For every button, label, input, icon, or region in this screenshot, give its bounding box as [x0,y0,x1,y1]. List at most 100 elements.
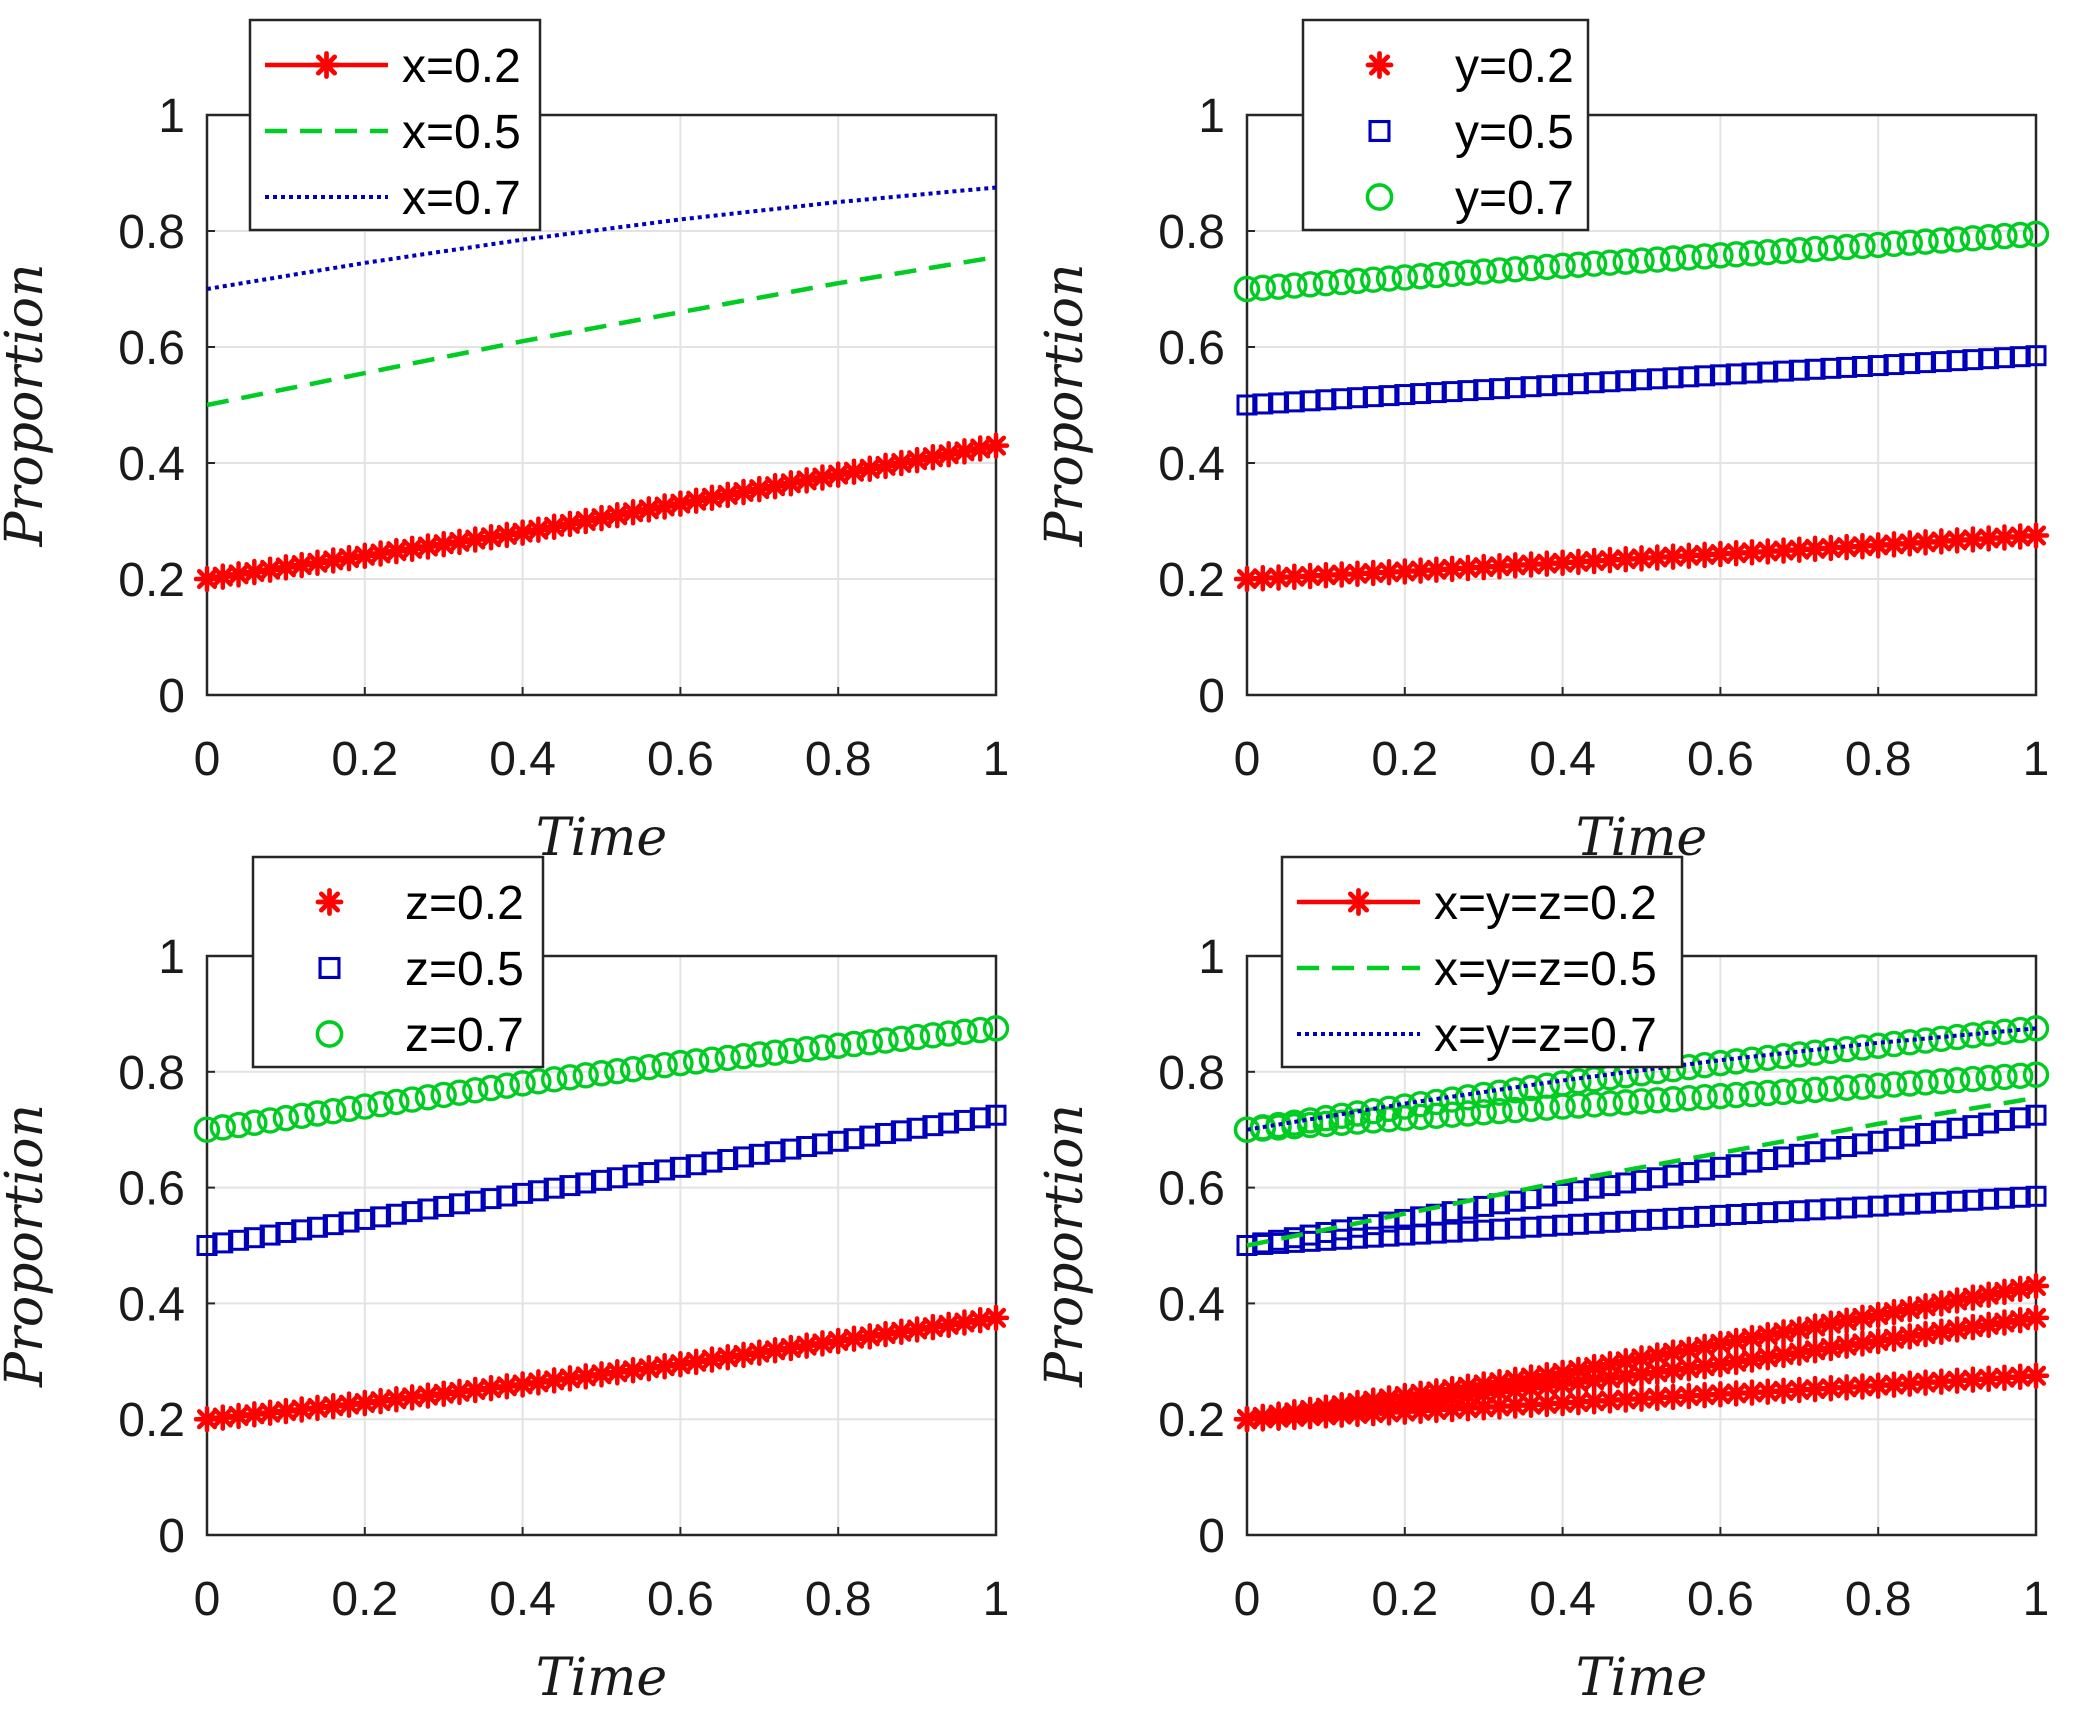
data-point [1993,1187,2015,1209]
data-point [1725,1154,1747,1176]
series-z-0-5 [196,1104,1007,1256]
data-point [1615,1172,1637,1194]
data-point [1567,373,1589,395]
data-point [1943,1316,1971,1343]
y-axis-label: Proportion [0,264,55,548]
data-point [811,1133,833,1155]
data-point [1691,243,1718,270]
data-point [1915,1122,1937,1144]
data-point [1281,1399,1308,1426]
data-point [1378,385,1400,407]
data-point [777,470,805,497]
data-point [496,1185,518,1207]
data-point [1915,352,1937,374]
data-point [2025,1104,2047,1126]
data-point [1410,1206,1432,1228]
data-point [1788,359,1810,381]
data-point [872,1320,899,1348]
data-point [1454,1100,1482,1127]
data-point [1360,266,1387,293]
legend-entry: x=y=z=0.2 [1297,877,1657,930]
data-point [809,1330,836,1357]
x-tick-label: 0.2 [331,733,398,786]
data-point [1757,1149,1779,1171]
data-point [1836,1197,1858,1219]
data-point [922,1115,944,1137]
data-point [1470,258,1497,285]
x-tick-label: 0.2 [1371,1573,1438,1626]
data-point [1375,558,1403,586]
data-point [856,1029,883,1056]
data-point [1233,565,1261,593]
data-point [982,1304,1010,1332]
data-point [430,1081,457,1109]
data-point [1928,1068,1955,1095]
data-point [1346,1216,1368,1238]
data-point [591,1169,612,1191]
series-x-y-z-0-5 [1246,1095,2037,1248]
data-point [1773,1146,1795,1168]
data-point [2006,1275,2034,1303]
data-point [1583,1212,1605,1234]
data-point [1249,564,1277,592]
data-point [1754,1343,1781,1371]
data-point [1283,391,1305,413]
data-point [969,1107,991,1129]
data-point [1504,1190,1526,1212]
data-point [1438,260,1466,288]
data-point [730,478,757,506]
series-x-y-z-0-2 [1233,1272,2050,1433]
data-point [464,1190,486,1212]
x-tick-label: 0.6 [1687,1573,1754,1626]
data-point [824,461,852,488]
data-point [351,542,379,570]
data-point [1801,1337,1829,1364]
data-point [919,1313,947,1341]
data-point [209,563,237,590]
data-point [1849,1073,1876,1100]
data-point [241,1109,268,1136]
data-point [1820,1138,1842,1160]
data-point [304,549,331,577]
x-tick-label: 0.2 [1371,733,1438,786]
data-point [1833,233,1860,261]
data-point [1457,380,1479,402]
data-point [635,496,663,523]
data-point [1631,369,1652,391]
legend: y=0.2 y=0.5 y=0.7 [1301,18,1590,232]
data-point [225,1111,252,1139]
data-point [1864,1072,1892,1099]
data-point [1754,1079,1781,1107]
data-point [1675,1085,1703,1112]
data-point [635,1053,663,1081]
data-point [1659,245,1687,272]
data-point [509,1371,536,1398]
data-point [1912,1320,1939,1348]
data-point [1486,1097,1513,1125]
data-point [1359,559,1387,587]
data-point [1394,1224,1416,1246]
data-point [1851,1196,1873,1218]
data-point [1249,274,1276,302]
x-tick-label: 1 [2023,1573,2050,1626]
data-point [1991,1364,2018,1391]
data-point [888,1318,915,1346]
y-tick-label: 0.4 [1158,1278,1225,1331]
data-point [559,1175,581,1197]
data-point [1312,1104,1340,1132]
y-tick-label: 0.4 [118,1278,185,1331]
legend-entry: x=y=z=0.7 [1297,1009,1657,1062]
data-point [2022,220,2050,248]
x-tick-label: 0.4 [1529,733,1596,786]
data-point [824,1327,852,1355]
legend-entry: x=0.7 [265,172,521,225]
data-point [1991,1278,2018,1306]
data-point [1722,1327,1750,1355]
data-point [351,1389,379,1417]
data-point [1299,390,1321,412]
data-point [730,1341,757,1369]
data-point [1946,1117,1968,1139]
data-point [1817,1334,1845,1362]
data-point [1709,1156,1731,1178]
